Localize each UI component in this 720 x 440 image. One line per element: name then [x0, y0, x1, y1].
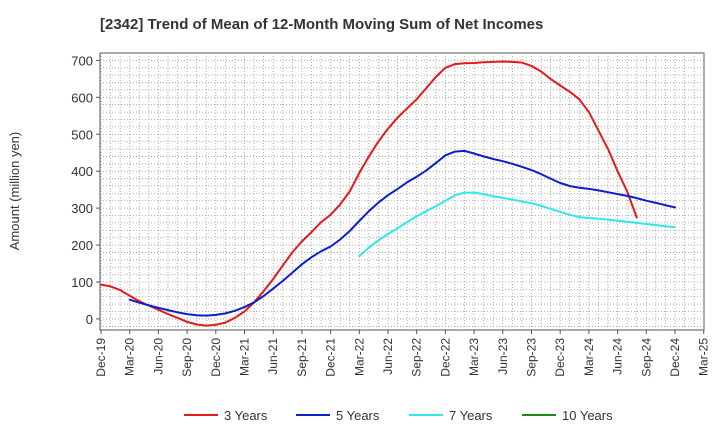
x-tick-label: Mar-22 [352, 338, 366, 376]
x-tick-label: Dec-24 [668, 338, 682, 377]
x-tick-label: Mar-23 [467, 338, 481, 376]
x-tick-label: Dec-19 [94, 338, 108, 377]
x-tick-label: Dec-23 [553, 338, 567, 377]
x-axis-ticks: Dec-19 Mar-20 Jun-20 Sep-20 Dec-20 Mar-21 Jun-… [94, 330, 711, 377]
y-axis-ticks: 0 100 200 300 400 500 600 700 [71, 53, 100, 327]
x-tick-label: Dec-20 [209, 338, 223, 377]
y-tick-label: 200 [71, 238, 93, 253]
x-tick-label: Mar-21 [238, 338, 252, 376]
y-tick-label: 300 [71, 201, 93, 216]
y-tick-label: 0 [86, 312, 93, 327]
y-tick-label: 500 [71, 127, 93, 142]
series-line-5-years [128, 149, 676, 317]
y-tick-label: 100 [71, 275, 93, 290]
x-tick-label: Sep-20 [180, 338, 194, 377]
x-tick-label: Jun-24 [611, 338, 625, 375]
series-lines [100, 60, 676, 327]
x-tick-label: Jun-21 [266, 338, 280, 375]
series-line-3-years [100, 60, 638, 327]
x-tick-label: Sep-24 [639, 338, 653, 377]
x-tick-label: Sep-21 [295, 338, 309, 377]
legend-label: 10 Years [562, 408, 613, 423]
y-tick-label: 400 [71, 164, 93, 179]
legend-label: 5 Years [336, 408, 380, 423]
legend: 3 Years 5 Years 7 Years 10 Years [184, 408, 613, 423]
x-tick-label: Mar-24 [582, 338, 596, 376]
x-tick-label: Mar-25 [697, 338, 711, 376]
chart-title: [2342] Trend of Mean of 12-Month Moving … [100, 16, 544, 33]
x-tick-label: Jun-22 [381, 338, 395, 375]
plot-area [99, 52, 705, 331]
grid [100, 53, 705, 330]
y-tick-label: 600 [71, 90, 93, 105]
x-tick-label: Dec-21 [324, 338, 338, 377]
y-tick-label: 700 [71, 53, 93, 68]
legend-label: 7 Years [449, 408, 493, 423]
x-tick-label: Sep-23 [525, 338, 539, 377]
series-line-7-years [358, 191, 676, 258]
y-axis-label: Amount (million yen) [7, 132, 22, 251]
legend-label: 3 Years [224, 408, 268, 423]
x-tick-label: Mar-20 [123, 338, 137, 376]
x-tick-label: Sep-22 [410, 338, 424, 377]
x-tick-label: Dec-22 [438, 338, 452, 377]
x-tick-label: Jun-23 [496, 338, 510, 375]
x-tick-label: Jun-20 [151, 338, 165, 375]
